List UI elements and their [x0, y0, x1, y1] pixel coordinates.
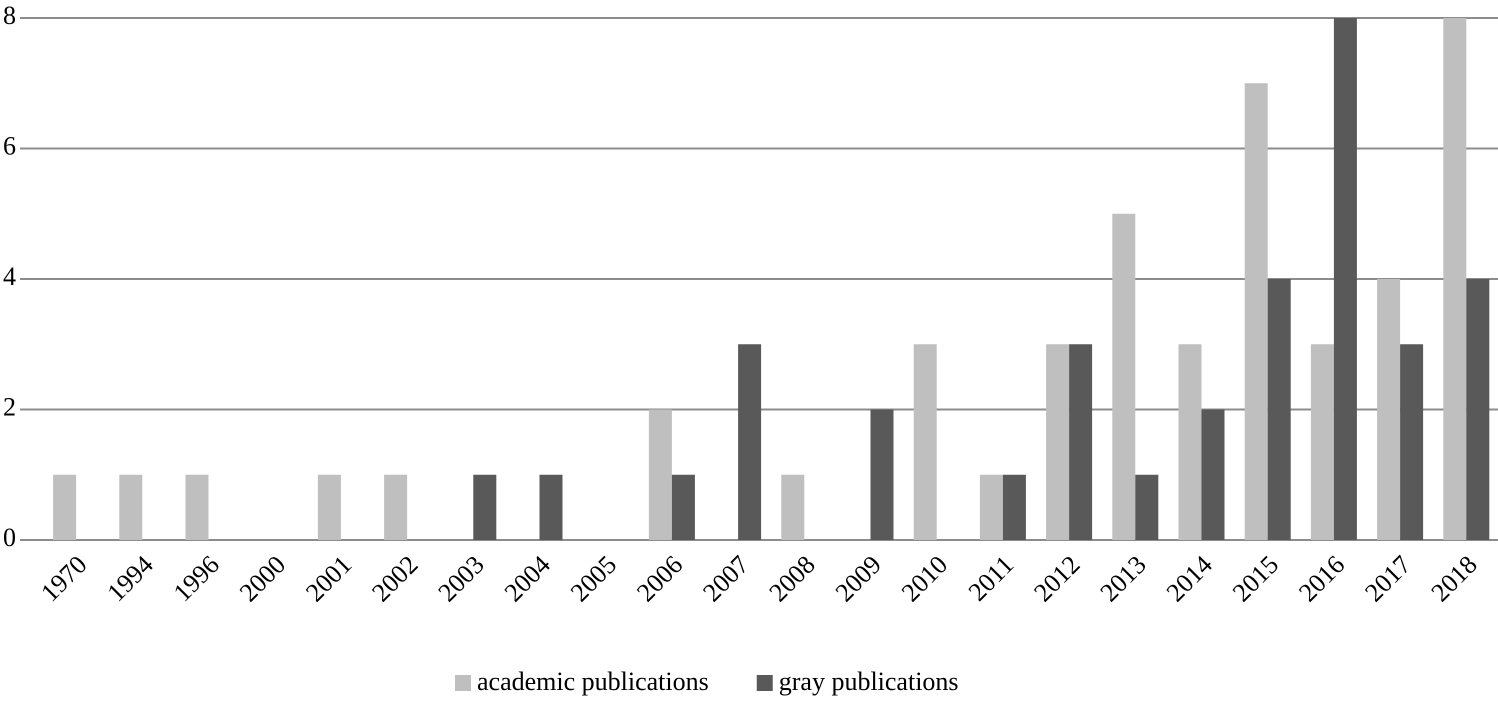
bar — [119, 474, 143, 540]
legend-swatch — [756, 675, 773, 691]
bar — [1201, 409, 1225, 540]
x-tick-label: 2012 — [1028, 550, 1085, 607]
x-tick-label: 2000 — [234, 550, 291, 607]
x-tick-label: 2009 — [830, 550, 887, 607]
bar — [1310, 344, 1334, 540]
x-tick-label: 2010 — [896, 550, 953, 607]
x-tick-label: 2006 — [631, 550, 688, 607]
bar — [1400, 344, 1424, 540]
x-tick-label: 2013 — [1094, 550, 1151, 607]
bar — [913, 344, 937, 540]
x-tick-label: 2016 — [1293, 550, 1350, 607]
x-tick-label: 2014 — [1161, 550, 1218, 607]
bar — [384, 474, 408, 540]
legend-label: academic publications — [477, 667, 709, 696]
bar — [870, 409, 894, 540]
bar — [781, 474, 805, 540]
x-tick-label: 2003 — [432, 550, 489, 607]
x-tick-label: 1994 — [101, 550, 158, 607]
x-tick-label: 2005 — [565, 550, 622, 607]
x-tick-label: 1996 — [168, 550, 225, 607]
bar — [1135, 474, 1159, 540]
y-tick-label: 0 — [3, 523, 16, 552]
y-tick-label: 8 — [3, 1, 16, 30]
bar — [1244, 83, 1268, 540]
bar — [53, 474, 77, 540]
bar — [1443, 18, 1467, 540]
bar — [185, 474, 209, 540]
x-tick-label: 2015 — [1227, 550, 1284, 607]
x-tick-label: 2001 — [300, 550, 357, 607]
x-tick-label: 2017 — [1359, 550, 1416, 607]
legend-swatch — [455, 675, 471, 691]
bar — [1178, 344, 1202, 540]
bar — [539, 474, 563, 540]
x-tick-label: 2007 — [697, 550, 754, 607]
bar — [1002, 474, 1026, 540]
x-tick-label: 2004 — [499, 550, 556, 607]
bar — [317, 474, 341, 540]
bar — [473, 474, 497, 540]
bar — [1466, 279, 1490, 540]
y-tick-label: 2 — [3, 392, 16, 421]
y-tick-label: 4 — [3, 262, 16, 291]
legend-label: gray publications — [779, 667, 959, 696]
x-tick-label: 2011 — [963, 550, 1020, 607]
bar — [1267, 279, 1291, 540]
bar — [1333, 18, 1357, 540]
bar — [1377, 279, 1401, 540]
bar — [1112, 213, 1136, 540]
x-tick-label: 1970 — [35, 550, 92, 607]
bar — [671, 474, 695, 540]
y-tick-label: 6 — [3, 131, 16, 160]
bar — [979, 474, 1003, 540]
x-tick-label: 2018 — [1425, 550, 1482, 607]
bar — [1069, 344, 1093, 540]
x-tick-label: 2008 — [763, 550, 820, 607]
bar — [738, 344, 762, 540]
bar — [648, 409, 672, 540]
x-tick-label: 2002 — [366, 550, 423, 607]
bar — [1046, 344, 1070, 540]
